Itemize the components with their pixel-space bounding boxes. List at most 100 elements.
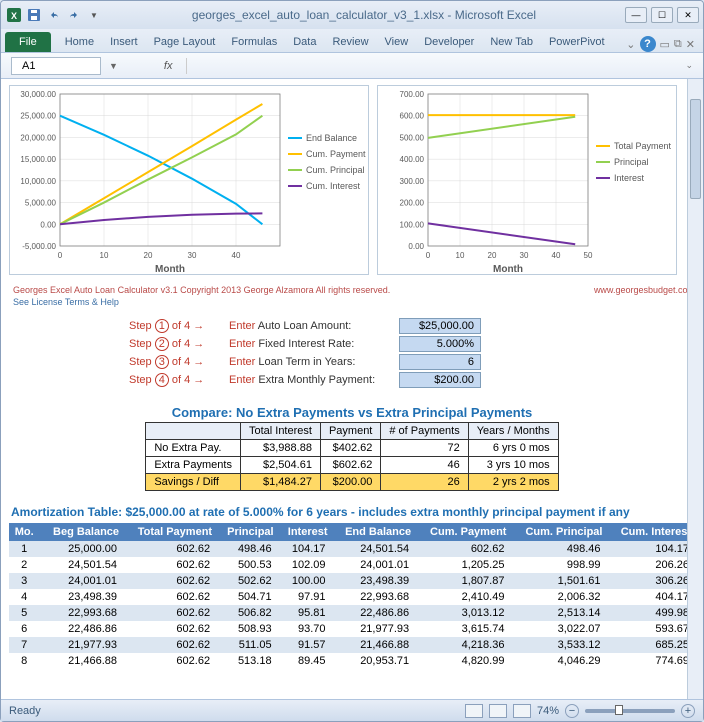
amort-cell: 4,820.99 (415, 653, 510, 669)
svg-text:10: 10 (456, 251, 465, 260)
titlebar: X ▼ georges_excel_auto_loan_calculator_v… (1, 1, 703, 29)
ribbon-dropdown-icon[interactable]: ⌄ (626, 38, 635, 51)
amort-cell: 504.71 (216, 589, 278, 605)
qat-dropdown-icon[interactable]: ▼ (85, 6, 103, 24)
tab-page-layout[interactable]: Page Layout (146, 32, 224, 52)
amort-cell: 3,615.74 (415, 621, 510, 637)
amort-cell: 100.00 (278, 573, 332, 589)
amort-cell: 1,205.25 (415, 557, 510, 573)
step-1-value[interactable]: $25,000.00 (399, 318, 481, 334)
compare-header: Years / Months (468, 423, 558, 440)
tab-formulas[interactable]: Formulas (223, 32, 285, 52)
svg-text:Cum. Principal: Cum. Principal (306, 165, 365, 175)
svg-text:10,000.00: 10,000.00 (20, 177, 56, 186)
amort-cell: 2,513.14 (510, 605, 606, 621)
amort-header: Principal (216, 523, 278, 541)
compare-cell: $1,484.27 (240, 474, 320, 491)
compare-cell: 3 yrs 10 mos (468, 457, 558, 474)
ribbon-tabs: File HomeInsertPage LayoutFormulasDataRe… (1, 29, 703, 53)
fx-icon[interactable]: fx (164, 60, 173, 72)
tab-powerpivot[interactable]: PowerPivot (541, 32, 613, 52)
tab-data[interactable]: Data (285, 32, 324, 52)
undo-icon[interactable] (45, 6, 63, 24)
amort-cell: 2 (9, 557, 39, 573)
step-2-value[interactable]: 5.000% (399, 336, 481, 352)
file-tab[interactable]: File (5, 32, 51, 52)
amort-cell: 22,486.86 (332, 605, 416, 621)
close-button[interactable]: ✕ (677, 7, 699, 23)
svg-text:0.00: 0.00 (40, 220, 56, 229)
amort-cell: 998.99 (510, 557, 606, 573)
amort-cell: 4,218.36 (415, 637, 510, 653)
close-workbook-icon[interactable]: ✕ (686, 38, 695, 51)
amort-cell: 22,993.68 (332, 589, 416, 605)
help-icon[interactable]: ? (640, 36, 656, 52)
amort-title: Amortization Table: $25,000.00 at rate o… (11, 505, 695, 519)
copyright-text: Georges Excel Auto Loan Calculator v3.1 … (13, 285, 390, 295)
zoom-slider-thumb[interactable] (615, 705, 623, 715)
table-row: 522,993.68602.62506.8295.8122,486.863,01… (9, 605, 695, 621)
svg-text:20: 20 (488, 251, 497, 260)
step-3-value[interactable]: 6 (399, 354, 481, 370)
step-4-label: Step 4 of 4 → (129, 374, 229, 386)
tab-insert[interactable]: Insert (102, 32, 146, 52)
amort-cell: 2,410.49 (415, 589, 510, 605)
amort-cell: 21,466.88 (332, 637, 416, 653)
amort-cell: 498.46 (510, 541, 606, 557)
amort-cell: 20,953.71 (332, 653, 416, 669)
tab-review[interactable]: Review (324, 32, 376, 52)
step-4-field-label: Enter Extra Monthly Payment: (229, 374, 399, 386)
amort-cell: 8 (9, 653, 39, 669)
amort-cell: 1 (9, 541, 39, 557)
scroll-thumb[interactable] (690, 99, 701, 199)
zoom-out-button[interactable]: − (565, 704, 579, 718)
save-icon[interactable] (25, 6, 43, 24)
svg-text:Month: Month (493, 264, 523, 275)
excel-icon[interactable]: X (5, 6, 23, 24)
compare-header: Total Interest (240, 423, 320, 440)
step-1-label: Step 1 of 4 → (129, 320, 229, 332)
amort-cell: 602.62 (123, 621, 216, 637)
window-controls: — ☐ ✕ (625, 7, 699, 23)
svg-text:40: 40 (232, 251, 241, 260)
amort-cell: 602.62 (123, 605, 216, 621)
svg-text:10: 10 (100, 251, 109, 260)
amort-cell: 91.57 (278, 637, 332, 653)
license-link[interactable]: See License Terms & Help (13, 297, 695, 307)
amort-cell: 499.98 (607, 605, 696, 621)
page-layout-view-button[interactable] (489, 704, 507, 718)
minimize-button[interactable]: — (625, 7, 647, 23)
tab-new-tab[interactable]: New Tab (482, 32, 541, 52)
tab-developer[interactable]: Developer (416, 32, 482, 52)
zoom-level[interactable]: 74% (537, 705, 559, 717)
amort-cell: 102.09 (278, 557, 332, 573)
compare-cell: 2 yrs 2 mos (468, 474, 558, 491)
vertical-scrollbar[interactable] (687, 79, 703, 699)
zoom-in-button[interactable]: + (681, 704, 695, 718)
amort-cell: 685.25 (607, 637, 696, 653)
tab-view[interactable]: View (377, 32, 417, 52)
namebox-dropdown-icon[interactable]: ▼ (109, 61, 118, 71)
compare-title: Compare: No Extra Payments vs Extra Prin… (9, 405, 695, 420)
compare-cell: $602.62 (320, 457, 380, 474)
amort-cell: 593.67 (607, 621, 696, 637)
restore-window-icon[interactable]: ⧉ (674, 38, 682, 51)
step-1-field-label: Enter Auto Loan Amount: (229, 320, 399, 332)
status-bar: Ready 74% − + (1, 699, 703, 721)
svg-text:5,000.00: 5,000.00 (25, 199, 57, 208)
compare-cell: $3,988.88 (240, 440, 320, 457)
maximize-button[interactable]: ☐ (651, 7, 673, 23)
zoom-slider[interactable] (585, 709, 675, 713)
input-steps: Step 1 of 4 → Enter Auto Loan Amount: $2… (129, 317, 695, 389)
expand-formula-icon[interactable]: ⌄ (685, 60, 693, 71)
amort-header: Cum. Interest (607, 523, 696, 541)
name-box[interactable]: A1 (11, 57, 101, 75)
formula-input[interactable] (186, 58, 677, 74)
page-break-view-button[interactable] (513, 704, 531, 718)
redo-icon[interactable] (65, 6, 83, 24)
minimize-ribbon-icon[interactable]: ▭ (660, 38, 670, 51)
step-4-value[interactable]: $200.00 (399, 372, 481, 388)
normal-view-button[interactable] (465, 704, 483, 718)
tab-home[interactable]: Home (57, 32, 102, 52)
svg-text:0: 0 (426, 251, 431, 260)
